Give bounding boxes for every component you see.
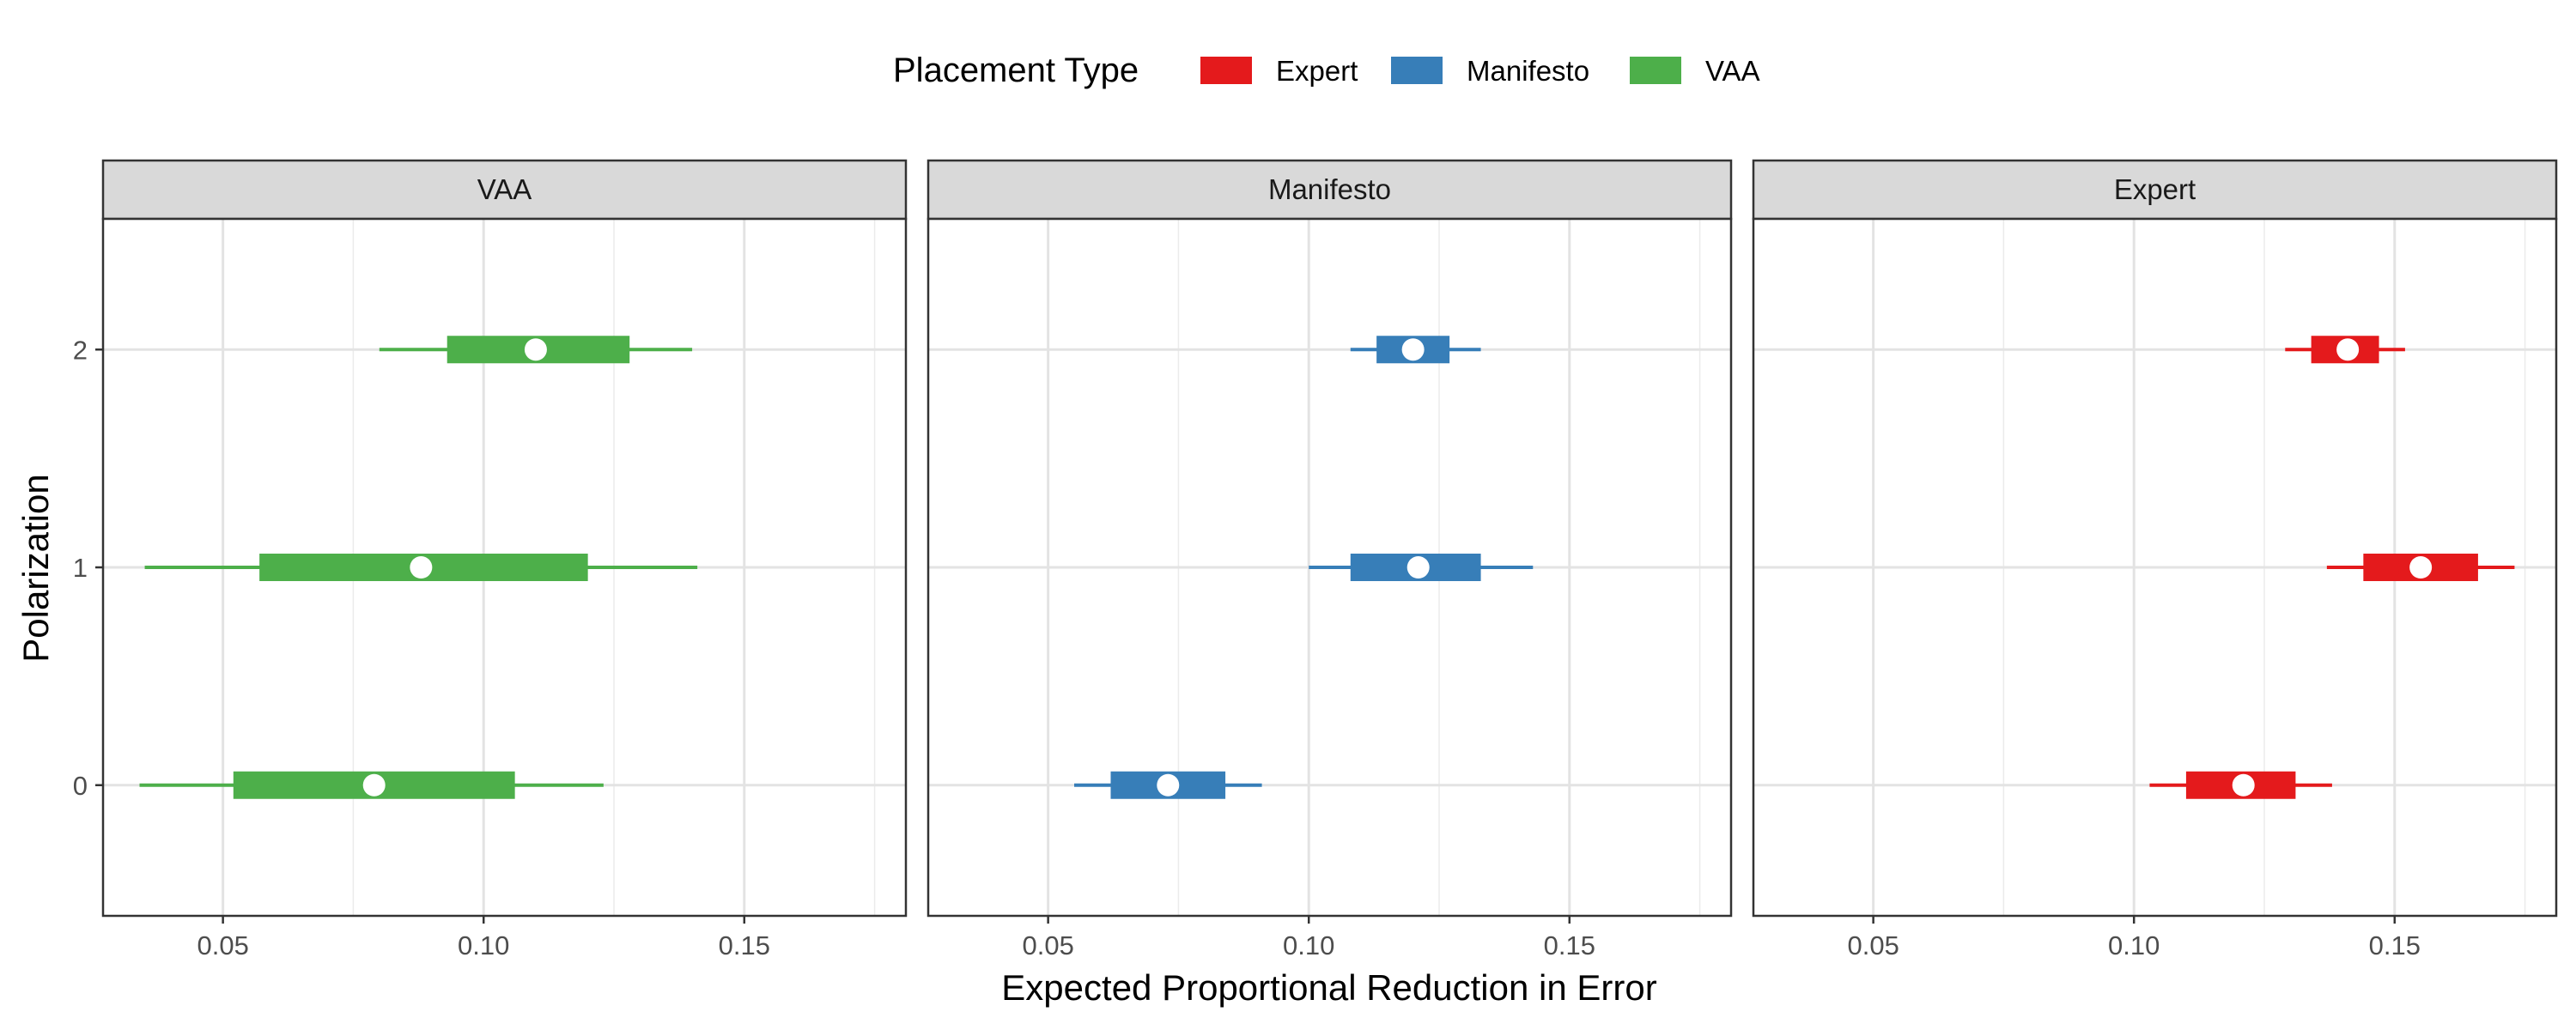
point-estimate xyxy=(2232,773,2255,797)
legend-label-vaa: VAA xyxy=(1705,55,1760,87)
strip-label-manifesto: Manifesto xyxy=(1268,173,1391,205)
legend: Placement Type Expert Manifesto VAA xyxy=(893,52,1760,89)
strip-manifesto xyxy=(927,159,1733,221)
strip-vaa xyxy=(101,159,908,221)
x-tick-label: 0.05 xyxy=(1022,930,1073,960)
point-estimate xyxy=(524,338,547,361)
x-tick-label: 0.15 xyxy=(2369,930,2421,960)
legend-label-manifesto: Manifesto xyxy=(1467,55,1589,87)
x-tick-label: 0.10 xyxy=(2108,930,2160,960)
strip-label-vaa: VAA xyxy=(477,173,532,205)
legend-title: Placement Type xyxy=(893,52,1139,89)
panel-border xyxy=(927,217,1733,918)
y-tick-label: 2 xyxy=(73,335,88,365)
y-tick-label: 1 xyxy=(73,553,88,583)
x-axis-title: Expected Proportional Reduction in Error xyxy=(1001,967,1656,1008)
point-estimate xyxy=(2336,338,2360,361)
panel-border xyxy=(1752,217,2558,918)
x-tick-label: 0.05 xyxy=(1847,930,1899,960)
point-estimate xyxy=(362,773,386,797)
panel-vaa: VAA 0.05 0.10 0.15 xyxy=(101,159,908,960)
panel-expert: Expert 0.05 0.10 0.15 xyxy=(1752,159,2558,960)
legend-key-manifesto xyxy=(1391,57,1443,84)
legend-key-vaa xyxy=(1630,57,1681,84)
legend-label-expert: Expert xyxy=(1276,55,1358,87)
point-estimate xyxy=(2409,556,2433,579)
x-tick-label: 0.15 xyxy=(1544,930,1595,960)
point-estimate xyxy=(1406,556,1430,579)
y-tick-label: 0 xyxy=(73,771,88,801)
x-tick-label: 0.10 xyxy=(458,930,509,960)
panel-manifesto: Manifesto 0.05 0.10 0.15 xyxy=(927,159,1733,960)
y-axis-title: Polarization xyxy=(15,474,56,662)
x-tick-label: 0.05 xyxy=(197,930,248,960)
point-estimate xyxy=(410,556,433,579)
x-tick-label: 0.10 xyxy=(1283,930,1334,960)
point-estimate xyxy=(1157,773,1180,797)
x-tick-label: 0.15 xyxy=(719,930,770,960)
legend-key-expert xyxy=(1200,57,1252,84)
strip-expert xyxy=(1752,159,2558,221)
strip-label-expert: Expert xyxy=(2114,173,2196,205)
point-estimate xyxy=(1401,338,1425,361)
